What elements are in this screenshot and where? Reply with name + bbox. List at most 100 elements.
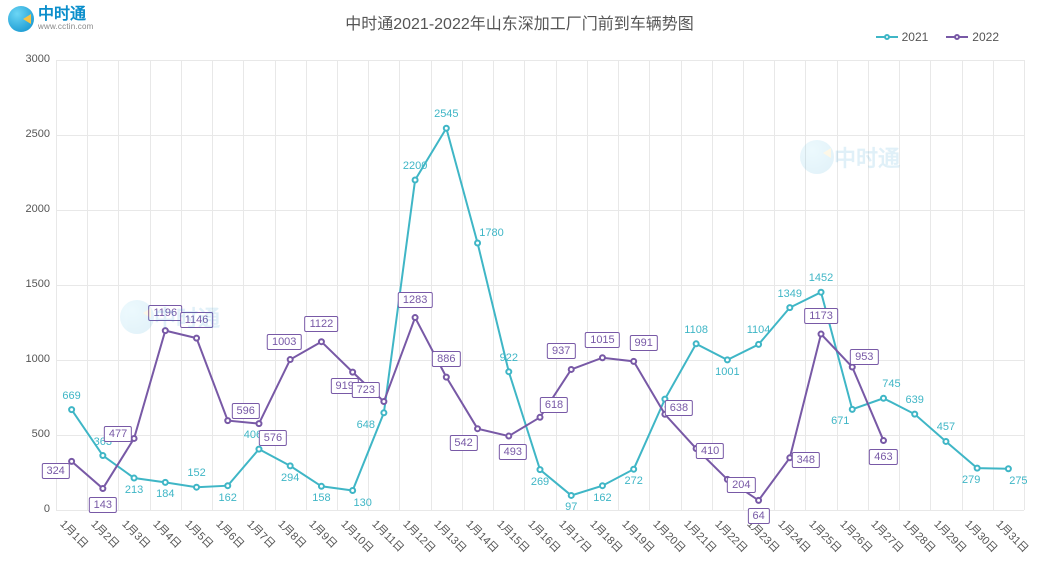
data-label-2022: 204 bbox=[727, 477, 755, 493]
data-label-2022: 1122 bbox=[305, 316, 339, 332]
x-axis-tick: 1月7日 bbox=[244, 516, 280, 552]
series-point-2022[interactable] bbox=[756, 498, 761, 503]
legend: 2021 2022 bbox=[876, 30, 999, 44]
data-label-2022: 576 bbox=[259, 430, 287, 446]
series-point-2021[interactable] bbox=[132, 476, 137, 481]
series-point-2022[interactable] bbox=[225, 418, 230, 423]
x-axis-tick: 1月5日 bbox=[181, 516, 217, 552]
series-point-2021[interactable] bbox=[444, 126, 449, 131]
series-point-2021[interactable] bbox=[881, 396, 886, 401]
x-axis-tick: 1月6日 bbox=[212, 516, 248, 552]
series-point-2022[interactable] bbox=[256, 421, 261, 426]
data-label-2022: 886 bbox=[432, 351, 460, 367]
x-axis-tick: 1月11日 bbox=[369, 516, 408, 555]
data-label-2022: 723 bbox=[352, 382, 380, 398]
series-point-2021[interactable] bbox=[288, 463, 293, 468]
series-point-2022[interactable] bbox=[350, 370, 355, 375]
series-point-2021[interactable] bbox=[1006, 466, 1011, 471]
x-axis-tick: 1月22日 bbox=[712, 516, 752, 556]
series-point-2021[interactable] bbox=[912, 412, 917, 417]
series-point-2022[interactable] bbox=[850, 365, 855, 370]
series-point-2022[interactable] bbox=[475, 426, 480, 431]
data-label-2022: 477 bbox=[104, 426, 132, 442]
series-point-2022[interactable] bbox=[132, 436, 137, 441]
data-label-2021: 671 bbox=[831, 415, 849, 427]
series-point-2022[interactable] bbox=[100, 486, 105, 491]
data-label-2022: 618 bbox=[540, 397, 568, 413]
data-label-2021: 272 bbox=[624, 475, 642, 487]
series-point-2021[interactable] bbox=[256, 447, 261, 452]
series-point-2021[interactable] bbox=[381, 410, 386, 415]
series-point-2021[interactable] bbox=[756, 342, 761, 347]
series-point-2021[interactable] bbox=[943, 439, 948, 444]
series-point-2021[interactable] bbox=[787, 305, 792, 310]
series-point-2021[interactable] bbox=[850, 407, 855, 412]
series-point-2021[interactable] bbox=[100, 453, 105, 458]
series-point-2021[interactable] bbox=[413, 178, 418, 183]
x-axis-tick: 1月28日 bbox=[899, 516, 939, 556]
series-point-2021[interactable] bbox=[163, 480, 168, 485]
series-point-2021[interactable] bbox=[975, 466, 980, 471]
data-label-2022: 953 bbox=[850, 349, 878, 365]
data-label-2021: 162 bbox=[219, 492, 237, 504]
series-point-2021[interactable] bbox=[538, 467, 543, 472]
data-label-2022: 1283 bbox=[398, 292, 432, 308]
series-point-2022[interactable] bbox=[538, 415, 543, 420]
legend-item-2022[interactable]: 2022 bbox=[946, 30, 999, 44]
series-point-2021[interactable] bbox=[819, 290, 824, 295]
series-point-2021[interactable] bbox=[225, 483, 230, 488]
y-axis-tick: 0 bbox=[10, 503, 50, 515]
data-label-2022: 937 bbox=[547, 343, 575, 359]
legend-item-2021[interactable]: 2021 bbox=[876, 30, 929, 44]
data-label-2022: 143 bbox=[89, 497, 117, 513]
series-point-2022[interactable] bbox=[569, 367, 574, 372]
data-label-2021: 1349 bbox=[778, 288, 802, 300]
data-label-2021: 648 bbox=[357, 419, 375, 431]
series-point-2021[interactable] bbox=[319, 484, 324, 489]
x-axis-tick: 1月18日 bbox=[587, 516, 627, 556]
series-point-2022[interactable] bbox=[819, 332, 824, 337]
data-label-2021: 1452 bbox=[809, 272, 833, 284]
data-label-2022: 638 bbox=[665, 400, 693, 416]
data-label-2022: 348 bbox=[792, 452, 820, 468]
x-axis-tick: 1月16日 bbox=[525, 516, 565, 556]
data-label-2022: 493 bbox=[499, 444, 527, 460]
x-axis-tick: 1月15日 bbox=[493, 516, 533, 556]
series-point-2021[interactable] bbox=[475, 241, 480, 246]
series-point-2021[interactable] bbox=[631, 467, 636, 472]
series-point-2022[interactable] bbox=[600, 355, 605, 360]
series-point-2022[interactable] bbox=[506, 434, 511, 439]
data-label-2021: 162 bbox=[593, 492, 611, 504]
v-gridline bbox=[1024, 60, 1025, 510]
series-point-2022[interactable] bbox=[69, 459, 74, 464]
series-point-2022[interactable] bbox=[288, 357, 293, 362]
y-axis-tick: 2000 bbox=[10, 203, 50, 215]
x-axis-tick: 1月1日 bbox=[56, 516, 92, 552]
series-point-2022[interactable] bbox=[194, 336, 199, 341]
series-point-2021[interactable] bbox=[694, 341, 699, 346]
x-axis-tick: 1月21日 bbox=[681, 516, 721, 556]
series-point-2021[interactable] bbox=[569, 493, 574, 498]
series-point-2022[interactable] bbox=[631, 359, 636, 364]
series-point-2021[interactable] bbox=[350, 488, 355, 493]
data-label-2021: 152 bbox=[187, 467, 205, 479]
series-point-2021[interactable] bbox=[194, 485, 199, 490]
series-point-2022[interactable] bbox=[319, 339, 324, 344]
series-point-2022[interactable] bbox=[413, 315, 418, 320]
series-point-2022[interactable] bbox=[881, 438, 886, 443]
data-label-2022: 1173 bbox=[804, 308, 838, 324]
series-point-2021[interactable] bbox=[506, 369, 511, 374]
series-point-2022[interactable] bbox=[444, 375, 449, 380]
data-label-2021: 1001 bbox=[715, 366, 739, 378]
series-point-2021[interactable] bbox=[69, 407, 74, 412]
series-point-2022[interactable] bbox=[381, 399, 386, 404]
data-label-2022: 1196 bbox=[148, 305, 182, 321]
data-label-2021: 97 bbox=[565, 501, 577, 513]
h-gridline bbox=[56, 510, 1024, 511]
series-point-2021[interactable] bbox=[600, 483, 605, 488]
series-point-2021[interactable] bbox=[725, 357, 730, 362]
x-axis-tick: 1月27日 bbox=[868, 516, 908, 556]
x-axis-tick: 1月19日 bbox=[618, 516, 658, 556]
data-label-2021: 922 bbox=[500, 352, 518, 364]
series-point-2022[interactable] bbox=[163, 328, 168, 333]
